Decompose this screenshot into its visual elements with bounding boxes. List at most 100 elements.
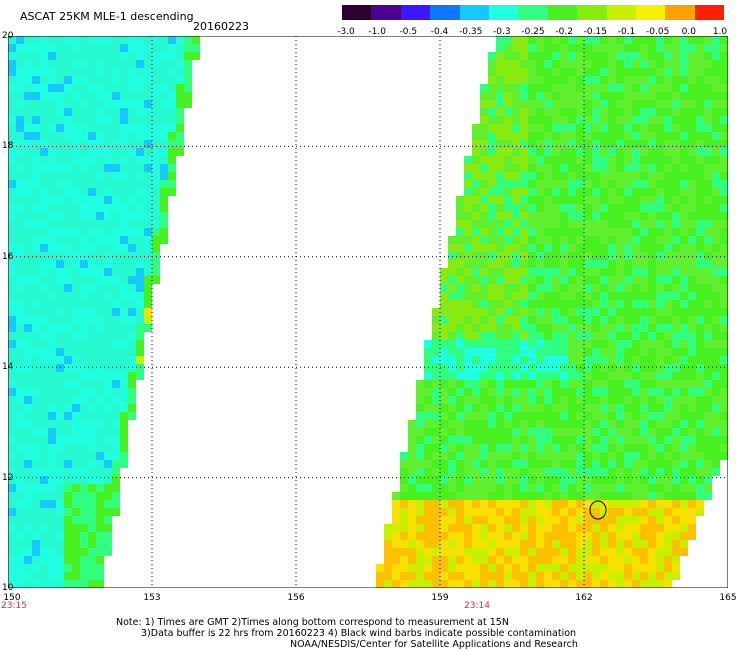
swath-cell	[632, 540, 640, 548]
swath-cell	[472, 516, 480, 524]
swath-cell	[576, 540, 584, 548]
swath-cell	[632, 444, 640, 452]
swath-cell	[680, 324, 688, 332]
swath-cell	[8, 36, 16, 44]
swath-cell	[64, 196, 72, 204]
swath-cell	[696, 132, 704, 140]
swath-cell	[48, 524, 56, 532]
swath-cell	[72, 548, 80, 556]
swath-cell	[552, 444, 560, 452]
swath-cell	[40, 180, 48, 188]
swath-cell	[408, 524, 416, 532]
swath-cell	[536, 292, 544, 300]
swath-cell	[416, 532, 424, 540]
swath-cell	[152, 236, 160, 244]
swath-cell	[72, 500, 80, 508]
swath-cell	[560, 356, 568, 364]
swath-cell	[600, 268, 608, 276]
swath-cell	[672, 148, 680, 156]
swath-cell	[592, 132, 600, 140]
swath-cell	[688, 100, 696, 108]
swath-cell	[416, 492, 424, 500]
swath-cell	[576, 196, 584, 204]
swath-cell	[128, 380, 136, 388]
swath-cell	[664, 44, 672, 52]
swath-cell	[520, 476, 528, 484]
swath-cell	[64, 428, 72, 436]
swath-cell	[16, 516, 24, 524]
swath-cell	[672, 372, 680, 380]
swath-cell	[400, 572, 408, 580]
swath-cell	[80, 124, 88, 132]
swath-cell	[448, 516, 456, 524]
swath-cell	[720, 180, 728, 188]
swath-cell	[456, 452, 464, 460]
swath-cell	[664, 484, 672, 492]
swath-cell	[704, 412, 712, 420]
swath-cell	[680, 500, 688, 508]
swath-cell	[592, 84, 600, 92]
swath-cell	[128, 228, 136, 236]
swath-cell	[592, 236, 600, 244]
swath-cell	[40, 548, 48, 556]
swath-cell	[552, 268, 560, 276]
swath-cell	[712, 404, 720, 412]
swath-cell	[512, 420, 520, 428]
swath-cell	[464, 580, 472, 588]
swath-cell	[600, 196, 608, 204]
swath-cell	[464, 420, 472, 428]
swath-cell	[112, 316, 120, 324]
swath-cell	[96, 396, 104, 404]
swath-cell	[672, 452, 680, 460]
swath-cell	[48, 500, 56, 508]
swath-cell	[120, 428, 128, 436]
swath-cell	[64, 148, 72, 156]
swath-cell	[464, 508, 472, 516]
swath-cell	[680, 404, 688, 412]
swath-cell	[688, 444, 696, 452]
swath-cell	[608, 300, 616, 308]
swath-cell	[440, 508, 448, 516]
colorbar-swatch	[488, 5, 519, 20]
swath-cell	[80, 220, 88, 228]
swath-cell	[616, 260, 624, 268]
swath-cell	[48, 108, 56, 116]
swath-cell	[624, 156, 632, 164]
swath-cell	[640, 172, 648, 180]
swath-cell	[72, 148, 80, 156]
swath-cell	[624, 356, 632, 364]
swath-cell	[144, 324, 152, 332]
swath-cell	[48, 484, 56, 492]
swath-cell	[616, 508, 624, 516]
swath-cell	[488, 452, 496, 460]
swath-cell	[592, 316, 600, 324]
swath-cell	[720, 260, 728, 268]
swath-cell	[464, 188, 472, 196]
swath-cell	[32, 228, 40, 236]
swath-cell	[592, 572, 600, 580]
swath-cell	[544, 548, 552, 556]
swath-cell	[624, 284, 632, 292]
swath-cell	[712, 276, 720, 284]
swath-cell	[472, 324, 480, 332]
swath-cell	[640, 420, 648, 428]
swath-cell	[8, 492, 16, 500]
swath-cell	[16, 44, 24, 52]
swath-map[interactable]	[8, 36, 728, 588]
swath-cell	[624, 532, 632, 540]
swath-cell	[568, 132, 576, 140]
swath-cell	[120, 412, 128, 420]
swath-cell	[112, 44, 120, 52]
swath-cell	[80, 516, 88, 524]
swath-cell	[176, 36, 184, 44]
swath-cell	[512, 220, 520, 228]
swath-cell	[32, 380, 40, 388]
swath-cell	[600, 76, 608, 84]
swath-cell	[560, 220, 568, 228]
swath-cell	[24, 324, 32, 332]
swath-cell	[584, 484, 592, 492]
swath-cell	[656, 412, 664, 420]
swath-cell	[664, 108, 672, 116]
swath-cell	[712, 236, 720, 244]
swath-cell	[688, 404, 696, 412]
